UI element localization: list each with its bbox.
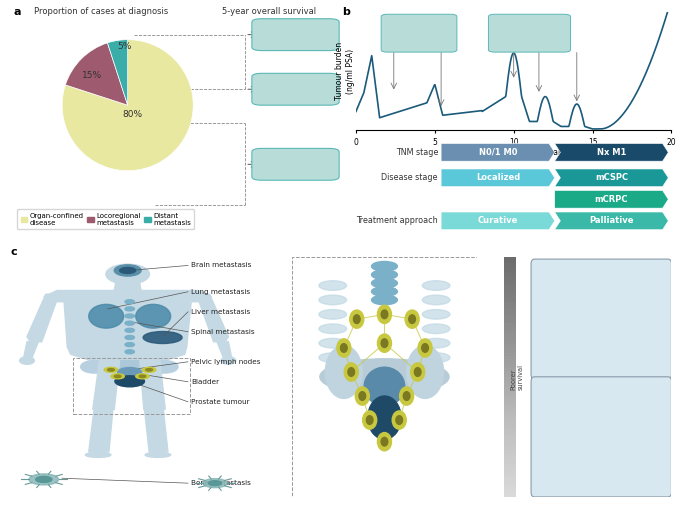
Ellipse shape xyxy=(114,265,141,276)
Circle shape xyxy=(208,481,222,486)
Ellipse shape xyxy=(106,264,149,284)
Text: Spinal metastasis: Spinal metastasis xyxy=(191,329,255,335)
Ellipse shape xyxy=(118,368,142,377)
Ellipse shape xyxy=(125,321,134,325)
Ellipse shape xyxy=(221,357,236,365)
Ellipse shape xyxy=(125,300,134,304)
Circle shape xyxy=(142,367,156,372)
Text: 5-year overall survival: 5-year overall survival xyxy=(222,7,316,16)
Ellipse shape xyxy=(86,452,111,457)
Circle shape xyxy=(115,376,145,387)
Circle shape xyxy=(108,369,114,371)
Circle shape xyxy=(111,374,124,379)
Polygon shape xyxy=(89,409,113,452)
Bar xyxy=(73,358,190,414)
Circle shape xyxy=(146,369,153,371)
Ellipse shape xyxy=(145,452,171,457)
Polygon shape xyxy=(92,360,120,409)
Polygon shape xyxy=(27,294,57,342)
FancyBboxPatch shape xyxy=(252,74,339,105)
FancyBboxPatch shape xyxy=(252,149,339,180)
Circle shape xyxy=(29,474,58,485)
Legend: Organ-confined
disease, Locoregional
metastasis, Distant
metastasis: Organ-confined disease, Locoregional met… xyxy=(17,209,195,229)
Circle shape xyxy=(139,375,146,378)
Circle shape xyxy=(136,374,149,379)
Polygon shape xyxy=(114,283,141,291)
Polygon shape xyxy=(145,409,168,452)
Ellipse shape xyxy=(88,360,172,376)
Ellipse shape xyxy=(81,360,108,373)
FancyBboxPatch shape xyxy=(252,19,339,51)
Ellipse shape xyxy=(125,329,134,332)
Text: Lung metastasis: Lung metastasis xyxy=(191,288,251,295)
Ellipse shape xyxy=(125,307,134,311)
Text: Bone metastasis: Bone metastasis xyxy=(191,480,251,486)
Ellipse shape xyxy=(125,314,134,318)
Polygon shape xyxy=(64,299,191,362)
Polygon shape xyxy=(23,342,38,358)
Circle shape xyxy=(114,375,121,378)
Circle shape xyxy=(36,477,52,483)
Ellipse shape xyxy=(125,343,134,347)
Text: Prostate tumour: Prostate tumour xyxy=(191,399,250,405)
Polygon shape xyxy=(198,294,228,342)
Ellipse shape xyxy=(89,304,124,328)
Ellipse shape xyxy=(20,357,34,365)
Circle shape xyxy=(203,479,227,488)
Text: 60–80%: 60–80% xyxy=(277,85,314,94)
Ellipse shape xyxy=(143,332,182,344)
Text: Proportion of cases at diagnosis: Proportion of cases at diagnosis xyxy=(34,7,168,16)
Text: Bladder: Bladder xyxy=(191,379,220,385)
Polygon shape xyxy=(44,291,212,302)
Text: Pelvic lymph nodes: Pelvic lymph nodes xyxy=(191,359,261,365)
Polygon shape xyxy=(140,360,165,409)
Ellipse shape xyxy=(125,336,134,340)
Text: b: b xyxy=(342,7,350,17)
Text: 30–40%: 30–40% xyxy=(277,30,314,39)
Text: Brain metastasis: Brain metastasis xyxy=(191,263,252,268)
Polygon shape xyxy=(217,342,232,358)
Text: Liver metastasis: Liver metastasis xyxy=(191,309,251,315)
Ellipse shape xyxy=(151,360,178,373)
Circle shape xyxy=(120,268,136,273)
Text: c: c xyxy=(10,247,17,257)
Circle shape xyxy=(104,367,118,372)
Text: 90–99%: 90–99% xyxy=(277,160,314,169)
Text: a: a xyxy=(14,7,21,17)
Ellipse shape xyxy=(136,304,171,328)
Ellipse shape xyxy=(125,350,134,354)
